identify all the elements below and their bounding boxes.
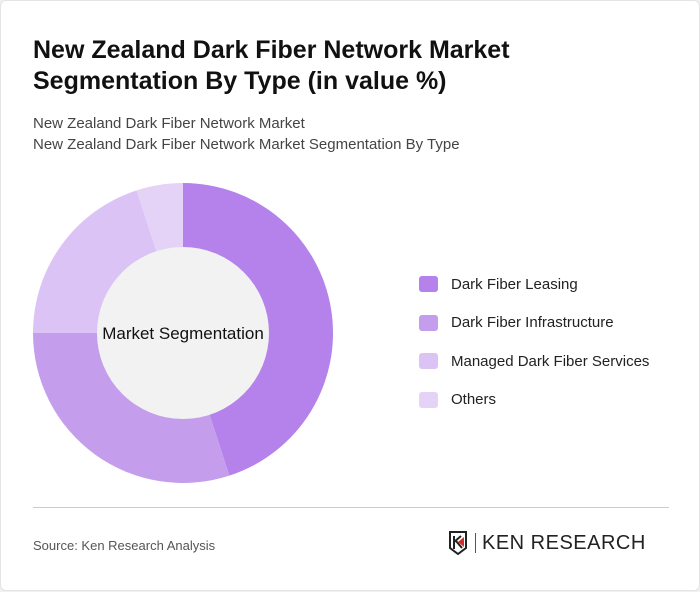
logo-text: KEN RESEARCH <box>482 531 646 554</box>
legend-label: Dark Fiber Leasing <box>451 275 578 293</box>
center-label: Market Segmentation <box>102 324 264 343</box>
legend: Dark Fiber Leasing Dark Fiber Infrastruc… <box>419 265 649 419</box>
divider <box>33 507 669 508</box>
legend-swatch <box>419 276 438 293</box>
legend-item: Dark Fiber Leasing <box>419 265 649 304</box>
legend-label: Dark Fiber Infrastructure <box>451 314 614 332</box>
source-note: Source: Ken Research Analysis <box>33 538 216 553</box>
ken-logo-icon <box>449 531 467 555</box>
legend-swatch <box>419 353 438 370</box>
chart-subtitle: New Zealand Dark Fiber Network Market <box>33 115 305 132</box>
legend-item: Dark Fiber Infrastructure <box>419 304 649 343</box>
legend-item: Others <box>419 381 649 420</box>
legend-swatch <box>419 391 438 408</box>
donut-hole <box>97 247 269 419</box>
legend-label: Managed Dark Fiber Services <box>451 352 650 370</box>
chart-subtitle-2: New Zealand Dark Fiber Network Market Se… <box>33 136 460 153</box>
legend-swatch <box>419 314 438 331</box>
legend-label: Others <box>451 391 497 409</box>
ken-research-logo: KEN RESEARCH <box>448 531 646 555</box>
chart-title: New Zealand Dark Fiber Network Market Se… <box>33 36 510 95</box>
legend-item: Managed Dark Fiber Services <box>419 342 649 381</box>
